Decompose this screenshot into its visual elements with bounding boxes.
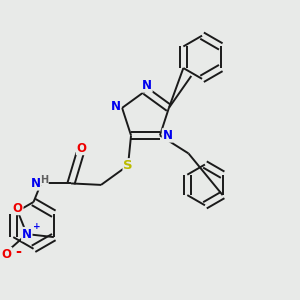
Text: O: O (13, 202, 23, 214)
Text: S: S (123, 159, 133, 172)
Text: N: N (142, 79, 152, 92)
Text: N: N (22, 228, 32, 241)
Text: H: H (40, 175, 48, 185)
Text: O: O (2, 248, 12, 261)
Text: N: N (163, 129, 172, 142)
Text: -: - (15, 244, 21, 259)
Text: O: O (76, 142, 86, 154)
Text: N: N (110, 100, 121, 113)
Text: N: N (31, 177, 40, 190)
Text: +: + (33, 222, 41, 231)
